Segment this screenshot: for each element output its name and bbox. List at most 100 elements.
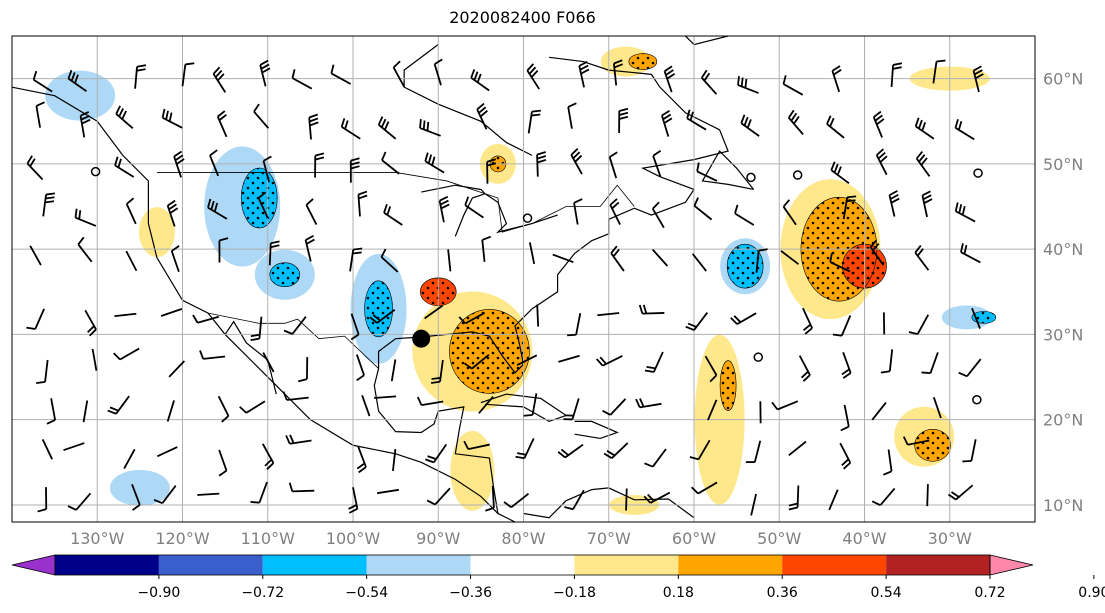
wind-barb	[755, 248, 768, 273]
wind-barb	[268, 240, 280, 266]
colorbar-segment	[574, 555, 679, 575]
wind-barb	[651, 201, 665, 229]
colorbar-segment	[55, 555, 159, 575]
wind-barb	[392, 60, 405, 88]
wind-barb	[79, 111, 91, 138]
wind-barb	[734, 204, 755, 226]
coastline	[701, 150, 755, 191]
wind-barb	[691, 253, 707, 272]
latitude-label: 50°N	[1043, 155, 1083, 174]
wind-barb	[433, 58, 443, 86]
latitude-label: 60°N	[1043, 70, 1083, 89]
wind-barb	[536, 304, 540, 327]
location-marker	[412, 329, 431, 348]
wind-barb	[197, 492, 220, 496]
stipple-region	[971, 311, 997, 324]
wind-barb	[875, 148, 888, 176]
longitude-label: 100°W	[326, 529, 381, 548]
colorbar-tick-label: 0.18	[663, 585, 694, 601]
longitude-label: 130°W	[70, 529, 125, 548]
wind-barb	[523, 393, 538, 417]
wind-barb	[832, 315, 852, 337]
wind-barb	[283, 316, 307, 335]
wind-barb	[424, 304, 444, 320]
wind-barb	[192, 314, 219, 324]
wind-barb	[170, 245, 180, 273]
wind-barb	[166, 199, 179, 227]
calm-wind-circle	[753, 352, 764, 362]
wind-barb	[355, 354, 365, 382]
wind-barb	[125, 197, 137, 225]
wind-barb	[689, 439, 711, 461]
wind-barb	[652, 149, 662, 177]
wind-barb	[908, 314, 929, 335]
stipple-region	[269, 262, 301, 288]
wind-barb	[526, 63, 540, 90]
wind-barb	[257, 191, 269, 219]
wind-barb	[612, 59, 624, 86]
wind-barb	[464, 196, 484, 219]
wind-barb	[954, 118, 975, 141]
wind-barb	[262, 352, 275, 373]
wind-barb	[426, 487, 451, 506]
wind-barb	[161, 108, 183, 129]
wind-barbs	[26, 58, 984, 516]
wind-barb	[787, 109, 804, 136]
wind-barb	[888, 190, 900, 217]
wind-barb	[357, 190, 368, 217]
wind-barb	[750, 493, 757, 516]
wind-barb	[485, 485, 495, 512]
calm-wind-circle	[972, 395, 982, 405]
wind-barb	[557, 443, 584, 459]
wind-barb	[46, 398, 57, 425]
wind-barb	[181, 62, 195, 87]
wind-barb	[430, 359, 444, 384]
latitude-label: 30°N	[1043, 325, 1083, 344]
wind-barb	[701, 69, 718, 95]
wind-barb	[470, 69, 490, 92]
wind-barb	[376, 488, 399, 495]
wind-barb	[304, 234, 315, 262]
wind-barb	[610, 245, 625, 272]
wind-barb	[82, 400, 89, 423]
country-border	[207, 312, 379, 369]
wind-barb	[464, 353, 490, 370]
wind-barb	[282, 391, 309, 401]
colorbar-tick-label: 0.54	[871, 585, 902, 601]
wind-barb	[625, 488, 628, 511]
wind-barb	[597, 312, 620, 317]
coastline	[224, 320, 277, 395]
wind-barb	[638, 304, 665, 315]
wind-barb	[156, 446, 178, 458]
wind-barb	[486, 158, 497, 184]
wind-barb	[652, 249, 669, 267]
wind-barb	[26, 155, 44, 181]
wind-barb	[841, 352, 852, 379]
colorbar-segment	[366, 555, 471, 575]
wind-barb	[552, 253, 574, 264]
colorbar-segment	[158, 555, 263, 575]
wind-barb	[686, 109, 707, 131]
wind-barb	[37, 487, 48, 513]
wind-barb	[153, 485, 177, 505]
wind-barb	[32, 70, 53, 93]
wind-barb	[871, 401, 887, 421]
colorbar-segment	[782, 555, 887, 575]
colorbar-tick-label: −0.18	[553, 585, 596, 601]
wind-barb	[740, 114, 760, 137]
wind-barb	[285, 434, 312, 445]
wind-barb	[84, 309, 97, 337]
wind-barb	[872, 110, 885, 138]
wind-barb	[261, 443, 275, 470]
colorbar-segment	[678, 555, 783, 575]
longitude-label: 110°W	[241, 529, 296, 548]
wind-barb	[217, 395, 230, 423]
wind-barb	[780, 250, 800, 265]
wind-barb	[603, 442, 629, 459]
wind-barb	[250, 481, 268, 504]
longitude-labels: 130°W 120°W 110°W 100°W 90°W 80°W 70°W 60°W 50°W…	[70, 529, 972, 548]
wind-barb	[926, 484, 929, 507]
anomaly-neg1	[109, 469, 170, 506]
anomaly-neg1	[941, 305, 992, 330]
wind-barb	[107, 395, 130, 415]
